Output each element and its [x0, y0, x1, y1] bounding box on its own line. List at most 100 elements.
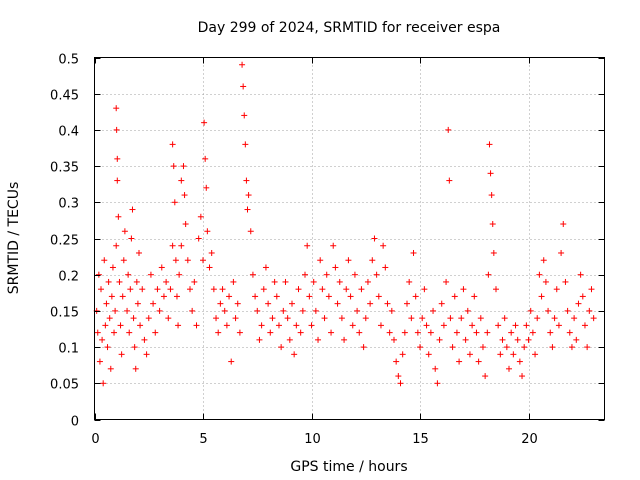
data-point [256, 336, 263, 343]
data-point [462, 336, 469, 343]
data-point [114, 177, 121, 184]
data-point [102, 322, 109, 329]
data-point [304, 242, 311, 249]
data-point [345, 257, 352, 264]
data-point [354, 307, 361, 314]
data-point [506, 365, 513, 372]
data-point [460, 286, 467, 293]
y-tick-label: 0.2 [58, 270, 79, 285]
data-point [485, 271, 492, 278]
data-point [139, 286, 146, 293]
data-point [127, 286, 134, 293]
y-tick-labels: 0 0.05 0.1 0.15 0.2 0.25 0.3 0.35 0.4 0.45 0.5 [50, 53, 79, 430]
data-point [343, 286, 350, 293]
x-tick-label: 10 [304, 432, 321, 447]
data-point [538, 293, 545, 300]
data-point [577, 271, 584, 278]
y-tick-label: 0 [71, 415, 79, 430]
data-point [175, 322, 182, 329]
data-point [213, 315, 220, 322]
data-point [527, 307, 534, 314]
data-point [107, 365, 114, 372]
data-point [219, 286, 226, 293]
data-point [262, 264, 269, 271]
data-point [104, 344, 111, 351]
data-point [125, 271, 132, 278]
data-point [532, 351, 539, 358]
data-point [267, 329, 274, 336]
data-point [230, 278, 237, 285]
data-point [328, 329, 335, 336]
data-point [215, 329, 222, 336]
data-point [106, 315, 113, 322]
data-point [115, 213, 122, 220]
data-point [551, 315, 558, 322]
data-point [160, 293, 167, 300]
data-point [232, 315, 239, 322]
data-point [260, 286, 267, 293]
data-point [236, 329, 243, 336]
data-point [201, 119, 208, 126]
data-point [120, 257, 127, 264]
plot-frame [94, 57, 605, 420]
data-point [137, 322, 144, 329]
data-point [490, 249, 497, 256]
data-point [382, 264, 389, 271]
data-point [119, 293, 126, 300]
data-point [590, 315, 597, 322]
data-point [223, 322, 230, 329]
data-point [449, 344, 456, 351]
data-point [170, 163, 177, 170]
data-point [395, 373, 402, 380]
data-point [417, 344, 424, 351]
data-point [118, 351, 125, 358]
data-point [234, 300, 241, 307]
data-point [284, 315, 291, 322]
data-point [245, 192, 252, 199]
data-point [243, 177, 250, 184]
data-point [523, 322, 530, 329]
data-point [158, 264, 165, 271]
data-point [265, 300, 272, 307]
x-tick-labels: 0 5 10 15 20 [91, 432, 537, 447]
data-point [210, 286, 217, 293]
data-point [469, 322, 476, 329]
data-point [427, 329, 434, 336]
data-point [241, 112, 248, 119]
data-point [458, 315, 465, 322]
data-point [113, 105, 120, 112]
data-point [367, 300, 374, 307]
data-point [445, 126, 452, 133]
data-point [306, 293, 313, 300]
data-point [111, 329, 118, 336]
data-point [249, 271, 256, 278]
data-point [182, 221, 189, 228]
data-point [184, 257, 191, 264]
data-point [560, 221, 567, 228]
data-point [129, 206, 136, 213]
data-point [399, 351, 406, 358]
data-point [150, 300, 157, 307]
data-point [408, 315, 415, 322]
data-point [471, 293, 478, 300]
data-point [112, 307, 119, 314]
data-point [566, 329, 573, 336]
data-point [103, 300, 110, 307]
data-point [191, 278, 198, 285]
data-point [499, 336, 506, 343]
data-point [186, 286, 193, 293]
data-point [105, 278, 112, 285]
data-point [291, 351, 298, 358]
data-point [181, 192, 188, 199]
data-point [421, 286, 428, 293]
data-point [126, 329, 133, 336]
data-point [293, 322, 300, 329]
data-point [503, 344, 510, 351]
data-point [564, 307, 571, 314]
data-point [228, 358, 235, 365]
data-point [581, 322, 588, 329]
data-point [341, 336, 348, 343]
data-point [156, 307, 163, 314]
data-point [178, 242, 185, 249]
